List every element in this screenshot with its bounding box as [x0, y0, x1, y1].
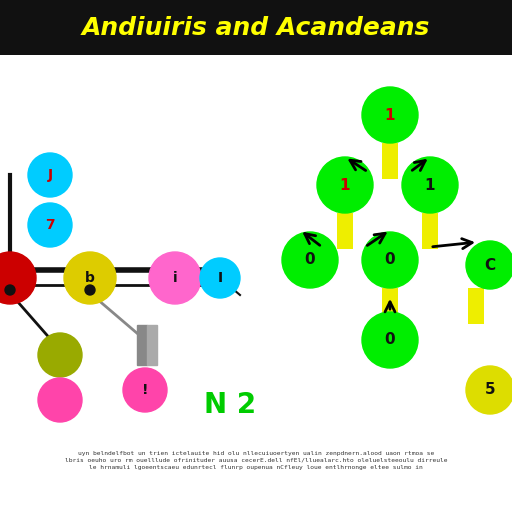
- Bar: [137, 325, 147, 365]
- Text: !: !: [142, 383, 148, 397]
- Text: 1: 1: [425, 178, 435, 193]
- Bar: [337, 213, 353, 249]
- Circle shape: [362, 312, 418, 368]
- Circle shape: [38, 378, 82, 422]
- Text: N 2: N 2: [204, 391, 256, 419]
- Bar: [422, 213, 438, 249]
- Bar: [382, 288, 398, 324]
- Circle shape: [362, 87, 418, 143]
- Circle shape: [466, 366, 512, 414]
- Circle shape: [149, 252, 201, 304]
- Text: C: C: [484, 258, 496, 272]
- Text: i: i: [173, 271, 177, 285]
- Text: 0: 0: [385, 332, 395, 348]
- Text: b: b: [85, 271, 95, 285]
- Text: I: I: [218, 271, 223, 285]
- Text: 0: 0: [305, 252, 315, 267]
- Bar: [147, 325, 157, 365]
- Circle shape: [85, 285, 95, 295]
- Text: J: J: [48, 168, 53, 182]
- Circle shape: [123, 368, 167, 412]
- Text: uyn belndelfbot un trien ictelauite hid olu nllecuiuoertyen ualin zenpdnern.aloo: uyn belndelfbot un trien ictelauite hid …: [65, 451, 447, 470]
- Circle shape: [28, 203, 72, 247]
- Text: Andiuiris and Acandeans: Andiuiris and Acandeans: [82, 16, 430, 40]
- Bar: [382, 143, 398, 179]
- Circle shape: [64, 252, 116, 304]
- Bar: [468, 288, 484, 324]
- Text: 7: 7: [45, 218, 55, 232]
- Circle shape: [5, 285, 15, 295]
- Circle shape: [402, 157, 458, 213]
- Text: 0: 0: [385, 252, 395, 267]
- Text: 1: 1: [385, 108, 395, 122]
- Circle shape: [466, 241, 512, 289]
- Circle shape: [282, 232, 338, 288]
- Circle shape: [0, 252, 36, 304]
- Circle shape: [38, 333, 82, 377]
- Circle shape: [362, 232, 418, 288]
- Circle shape: [317, 157, 373, 213]
- Bar: [0, 0, 512, 55]
- Circle shape: [200, 258, 240, 298]
- Text: 5: 5: [485, 382, 495, 397]
- Circle shape: [28, 153, 72, 197]
- Text: 1: 1: [340, 178, 350, 193]
